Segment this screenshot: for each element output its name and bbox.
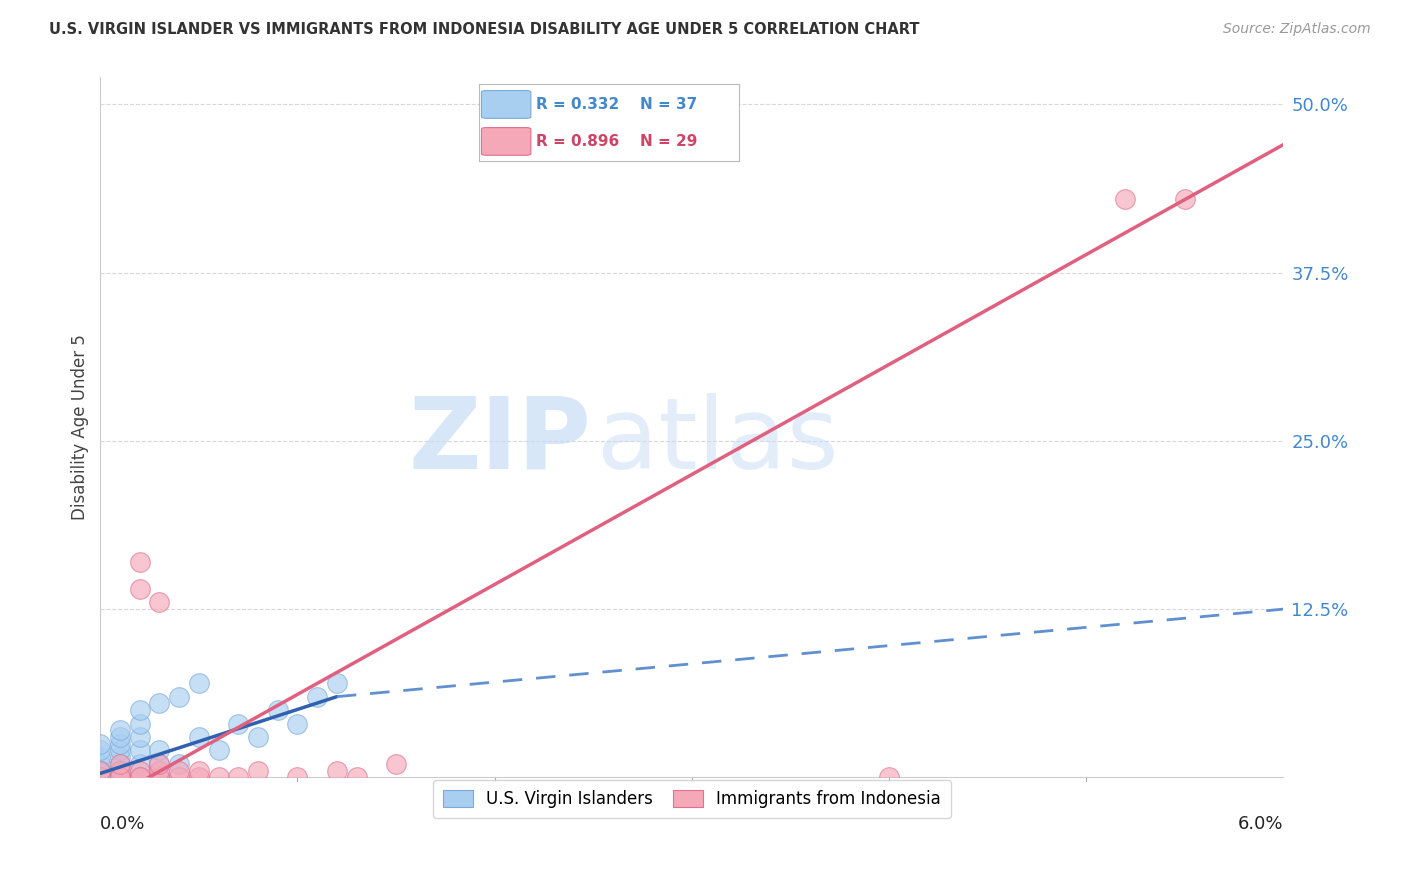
Point: [148, 764, 170, 778]
Point: [128, 771, 150, 785]
Point: [108, 723, 131, 738]
Point: [187, 730, 209, 744]
Point: [89, 743, 111, 757]
Point: [326, 676, 349, 690]
Point: [346, 771, 368, 785]
Point: [877, 771, 900, 785]
Point: [207, 743, 229, 757]
Point: [1114, 192, 1136, 206]
Point: [1173, 192, 1195, 206]
Point: [287, 771, 309, 785]
Text: U.S. VIRGIN ISLANDER VS IMMIGRANTS FROM INDONESIA DISABILITY AGE UNDER 5 CORRELA: U.S. VIRGIN ISLANDER VS IMMIGRANTS FROM …: [49, 22, 920, 37]
Point: [228, 771, 250, 785]
Point: [89, 737, 111, 751]
Point: [167, 764, 190, 778]
Point: [247, 730, 270, 744]
Point: [148, 595, 170, 609]
Point: [89, 771, 111, 785]
Point: [128, 743, 150, 757]
Point: [128, 555, 150, 569]
Point: [128, 716, 150, 731]
Legend: U.S. Virgin Islanders, Immigrants from Indonesia: U.S. Virgin Islanders, Immigrants from I…: [433, 780, 950, 818]
Point: [148, 771, 170, 785]
Point: [108, 737, 131, 751]
Point: [128, 582, 150, 596]
Point: [89, 771, 111, 785]
Point: [89, 771, 111, 785]
Point: [89, 756, 111, 771]
Point: [228, 716, 250, 731]
Point: [148, 743, 170, 757]
Point: [187, 771, 209, 785]
Point: [128, 771, 150, 785]
Point: [128, 730, 150, 744]
Point: [148, 771, 170, 785]
Point: [89, 764, 111, 778]
Point: [108, 771, 131, 785]
Point: [128, 764, 150, 778]
Point: [287, 716, 309, 731]
Point: [148, 697, 170, 711]
Text: atlas: atlas: [598, 393, 839, 490]
Point: [187, 676, 209, 690]
Point: [267, 703, 290, 717]
Point: [167, 771, 190, 785]
Point: [307, 690, 329, 704]
Point: [108, 771, 131, 785]
Point: [326, 764, 349, 778]
Point: [187, 764, 209, 778]
Text: 0.0%: 0.0%: [100, 815, 146, 833]
Point: [108, 764, 131, 778]
Point: [108, 756, 131, 771]
Point: [89, 750, 111, 764]
Text: Source: ZipAtlas.com: Source: ZipAtlas.com: [1223, 22, 1371, 37]
Point: [128, 756, 150, 771]
Point: [108, 750, 131, 764]
Point: [385, 756, 408, 771]
Point: [89, 764, 111, 778]
Point: [108, 730, 131, 744]
Point: [247, 764, 270, 778]
Point: [167, 690, 190, 704]
Point: [108, 756, 131, 771]
Point: [148, 756, 170, 771]
Text: 6.0%: 6.0%: [1237, 815, 1284, 833]
Point: [108, 743, 131, 757]
Point: [167, 756, 190, 771]
Point: [108, 764, 131, 778]
Point: [207, 771, 229, 785]
Point: [128, 771, 150, 785]
Point: [89, 764, 111, 778]
Y-axis label: Disability Age Under 5: Disability Age Under 5: [72, 334, 89, 520]
Text: ZIP: ZIP: [408, 393, 591, 490]
Point: [108, 771, 131, 785]
Point: [128, 703, 150, 717]
Point: [148, 756, 170, 771]
